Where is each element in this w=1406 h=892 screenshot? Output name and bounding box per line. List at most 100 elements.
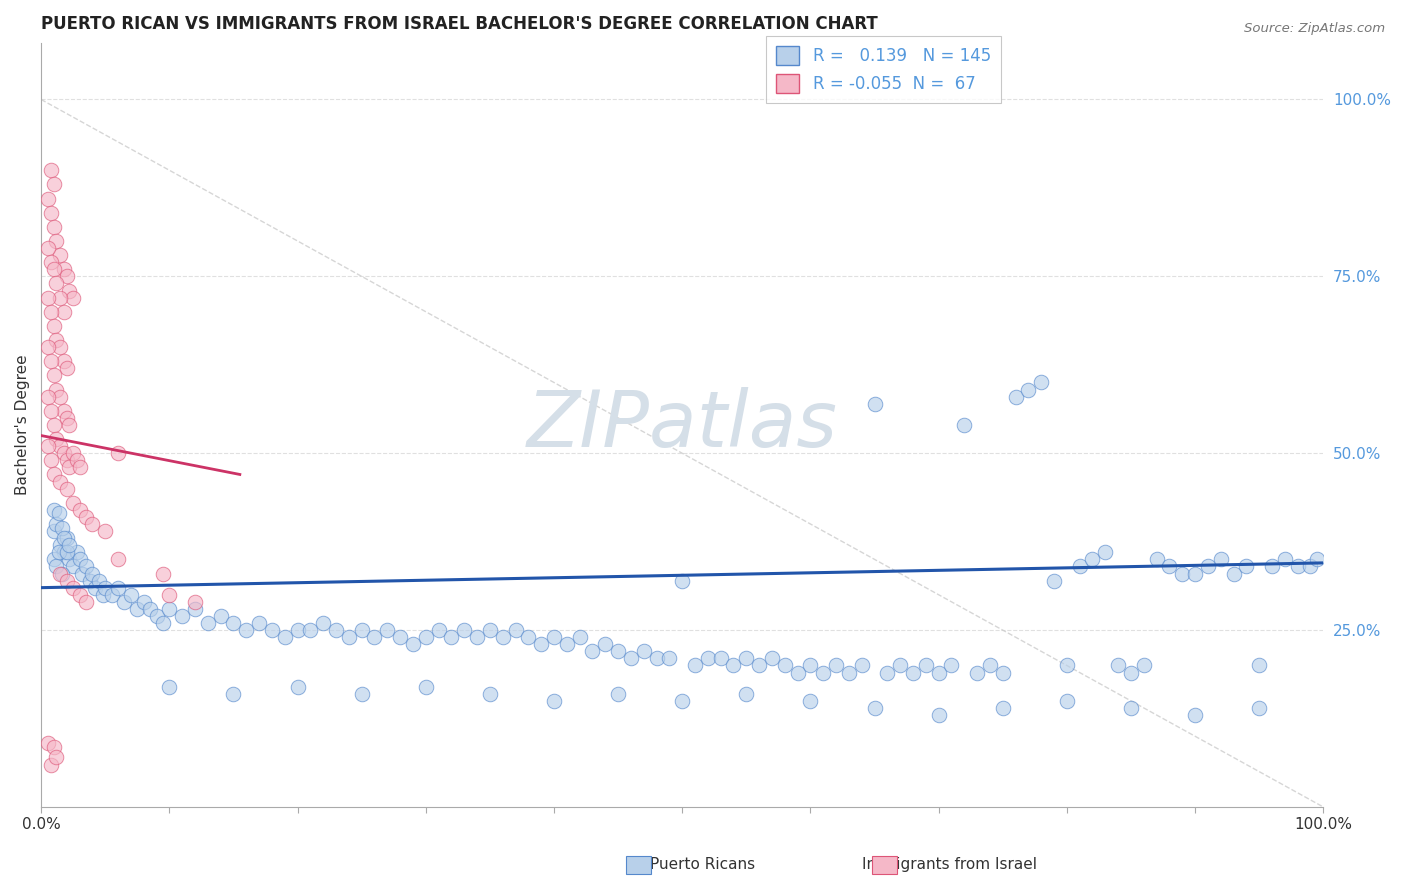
Point — [1132, 658, 1154, 673]
Point — [478, 687, 501, 701]
Point — [1119, 665, 1142, 680]
Point — [49, 475, 72, 489]
Point — [45, 234, 67, 248]
Point — [37, 340, 59, 354]
Point — [389, 630, 412, 644]
Point — [42, 178, 65, 192]
Point — [42, 739, 65, 754]
Point — [157, 602, 180, 616]
Point — [42, 524, 65, 538]
Point — [53, 545, 76, 559]
Point — [49, 248, 72, 262]
Point — [1197, 559, 1219, 574]
Point — [58, 538, 80, 552]
Point — [593, 637, 616, 651]
Point — [928, 708, 950, 723]
Point — [62, 496, 84, 510]
Point — [375, 623, 398, 637]
Point — [607, 687, 630, 701]
Point — [58, 552, 80, 566]
Point — [979, 658, 1001, 673]
Point — [62, 446, 84, 460]
Point — [107, 446, 129, 460]
Point — [42, 467, 65, 482]
Point — [851, 658, 873, 673]
Point — [440, 630, 463, 644]
Point — [49, 340, 72, 354]
Point — [42, 552, 65, 566]
Point — [172, 609, 194, 624]
Point — [1146, 552, 1168, 566]
Point — [120, 588, 142, 602]
Point — [94, 581, 117, 595]
Point — [287, 623, 309, 637]
Point — [966, 665, 988, 680]
Point — [75, 509, 97, 524]
Point — [799, 694, 821, 708]
Point — [1159, 559, 1181, 574]
Point — [41, 757, 63, 772]
Point — [1081, 552, 1104, 566]
Point — [49, 390, 72, 404]
Point — [941, 658, 963, 673]
Point — [222, 687, 245, 701]
Point — [49, 566, 72, 581]
Point — [991, 701, 1014, 715]
Point — [1306, 552, 1329, 566]
Point — [41, 304, 63, 318]
Point — [492, 630, 515, 644]
Point — [107, 552, 129, 566]
Point — [1184, 566, 1206, 581]
Point — [1261, 559, 1284, 574]
Point — [62, 581, 84, 595]
Point — [645, 651, 668, 665]
Point — [45, 516, 67, 531]
Point — [914, 658, 936, 673]
Point — [325, 623, 347, 637]
Point — [70, 566, 93, 581]
Point — [786, 665, 808, 680]
Point — [1119, 701, 1142, 715]
Y-axis label: Bachelor's Degree: Bachelor's Degree — [15, 355, 30, 495]
Point — [505, 623, 527, 637]
Point — [773, 658, 796, 673]
Point — [157, 588, 180, 602]
Point — [863, 701, 886, 715]
Text: Puerto Ricans: Puerto Ricans — [651, 857, 755, 872]
Point — [863, 397, 886, 411]
Point — [1249, 701, 1271, 715]
Point — [287, 680, 309, 694]
Point — [58, 460, 80, 475]
Point — [581, 644, 603, 658]
Point — [247, 615, 270, 630]
Point — [1031, 376, 1053, 390]
Point — [735, 687, 758, 701]
Point — [415, 680, 437, 694]
Point — [37, 291, 59, 305]
Point — [235, 623, 257, 637]
Point — [1209, 552, 1232, 566]
Point — [49, 291, 72, 305]
Point — [696, 651, 718, 665]
Point — [37, 241, 59, 255]
Point — [66, 453, 89, 467]
Point — [1094, 545, 1116, 559]
Point — [633, 644, 655, 658]
Point — [58, 417, 80, 432]
Point — [402, 637, 425, 651]
Point — [813, 665, 835, 680]
Point — [37, 736, 59, 750]
Point — [157, 680, 180, 694]
Text: Immigrants from Israel: Immigrants from Israel — [862, 857, 1036, 872]
Point — [45, 383, 67, 397]
Point — [928, 665, 950, 680]
Point — [55, 574, 77, 588]
Point — [82, 566, 104, 581]
Point — [152, 615, 174, 630]
Point — [799, 658, 821, 673]
Point — [69, 588, 91, 602]
Point — [209, 609, 232, 624]
Point — [415, 630, 437, 644]
Point — [607, 644, 630, 658]
Point — [37, 192, 59, 206]
